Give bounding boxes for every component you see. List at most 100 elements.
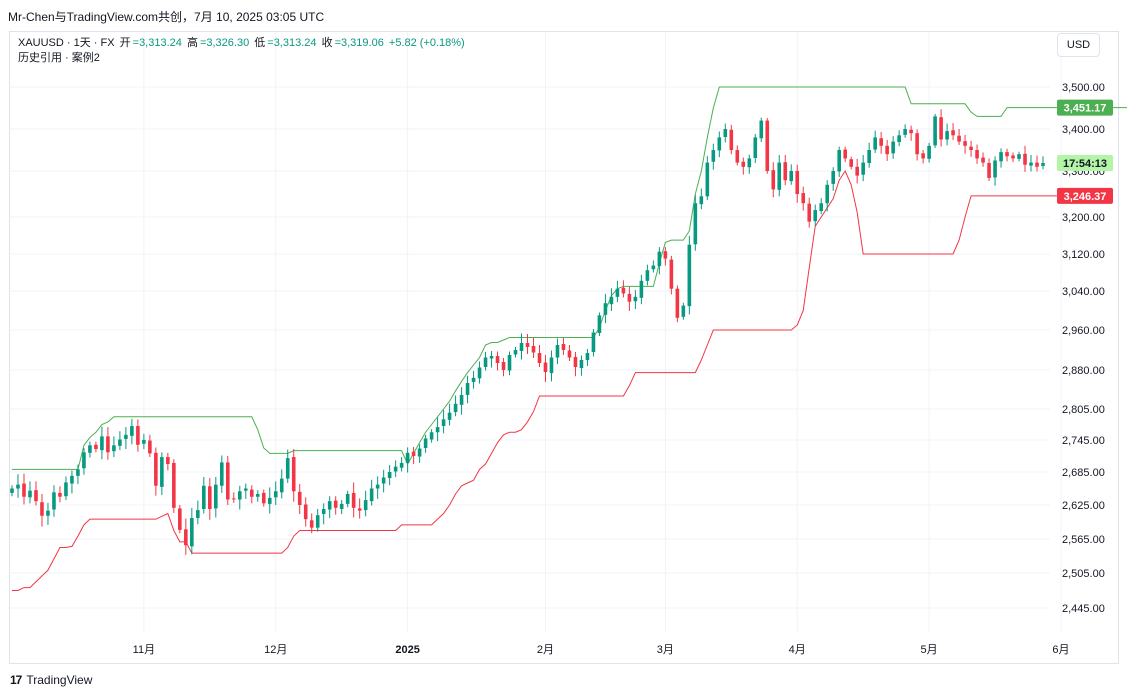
candle-body [76, 469, 80, 476]
candle-body [124, 434, 128, 439]
candle-body [699, 196, 704, 205]
candle-body [148, 440, 152, 454]
candle-body [639, 280, 644, 298]
candle-body [34, 490, 38, 502]
candle-body [819, 203, 824, 212]
x-tick-label: 2月 [537, 644, 554, 656]
candle-body [663, 251, 668, 259]
candle-body [333, 500, 338, 508]
candle-body [225, 462, 230, 500]
candle-body [507, 355, 512, 371]
candle-body [219, 462, 224, 486]
candle-body [573, 357, 578, 367]
candle-body [525, 343, 530, 347]
y-tick-label: 3,120.00 [1062, 249, 1105, 261]
y-axis: 3,500.003,400.003,300.003,200.003,120.00… [1062, 82, 1105, 615]
candle-body [142, 440, 146, 444]
candle-body [303, 504, 308, 520]
candle-body [585, 353, 590, 360]
countdown-badge: 17:54:13 [1063, 158, 1107, 170]
x-tick-label: 5月 [921, 644, 938, 656]
symbol-name[interactable]: XAUUSD · 1天 · FX [18, 37, 115, 49]
candle-body [951, 130, 955, 136]
candle-body [567, 350, 572, 358]
candle-body [435, 427, 440, 433]
candle-body [64, 482, 68, 497]
candle-body [214, 484, 218, 509]
high-value: =3,326.30 [199, 37, 250, 49]
candle-body [597, 315, 602, 333]
candle-body [291, 457, 296, 492]
candle-body [915, 133, 919, 155]
candle-body [891, 141, 895, 154]
candle-body [273, 491, 278, 498]
candle-body [405, 452, 410, 463]
candle-body [765, 120, 770, 171]
candle-body [429, 432, 434, 440]
candle-body [489, 356, 494, 359]
candle-body [969, 146, 973, 150]
candle-body [285, 458, 290, 479]
indicator-name[interactable]: 历史引用 · 案例2 [18, 52, 100, 64]
y-tick-label: 2,565.00 [1062, 534, 1105, 546]
upper-band-badge-bg [1057, 99, 1113, 116]
upper-band-line [12, 86, 1127, 470]
y-tick-label: 3,400.00 [1062, 124, 1105, 136]
candle-body [981, 157, 985, 163]
candle-body [40, 502, 44, 516]
candle-body [94, 444, 98, 450]
candle-body [327, 501, 332, 510]
close-label: 收 [321, 37, 333, 49]
candle-body [735, 150, 740, 163]
candle-body [249, 489, 254, 497]
y-tick-label: 2,505.00 [1062, 568, 1105, 580]
tradingview-logo-icon[interactable]: 17 [10, 673, 22, 687]
candle-body [118, 439, 122, 446]
candle-body [453, 403, 458, 413]
candle-body [987, 163, 991, 178]
candle-body [909, 129, 913, 134]
candle-body [609, 296, 614, 305]
tradingview-brand[interactable]: TradingView [26, 673, 93, 687]
y-tick-label: 3,200.00 [1062, 212, 1105, 224]
candle-body [693, 203, 698, 245]
candle-body [112, 445, 116, 452]
candle-body [747, 158, 752, 168]
currency-button[interactable]: USD [1057, 33, 1100, 57]
candle-body [261, 492, 266, 504]
candle-body [795, 171, 800, 194]
y-tick-label: 2,745.00 [1062, 435, 1105, 447]
x-tick-label: 2025 [395, 644, 419, 656]
candle-body [729, 129, 734, 150]
candle-body [849, 159, 853, 167]
candle-body [963, 141, 967, 146]
candle-body [771, 170, 776, 190]
candle-body [459, 394, 464, 405]
candle-body [897, 135, 901, 143]
candle-body [130, 426, 134, 436]
candle-body [154, 452, 158, 486]
upper-band-path [12, 86, 1127, 470]
candle-body [957, 135, 961, 142]
x-tick-label: 11月 [133, 644, 155, 656]
x-axis: 11月12月20252月3月4月5月6月7月 [133, 644, 1070, 656]
chart-pane[interactable] [9, 31, 1119, 664]
candle-body [190, 518, 194, 547]
x-tick-label: 3月 [657, 644, 674, 656]
candle-body [723, 129, 728, 137]
candle-body [645, 270, 650, 281]
x-tick-label: 12月 [264, 644, 287, 656]
candle-body [28, 490, 32, 498]
candle-body [1023, 153, 1027, 165]
low-value: =3,313.24 [267, 37, 317, 49]
candle-body [861, 162, 865, 175]
candle-body [136, 426, 140, 445]
candle-body [603, 303, 608, 315]
candle-body [70, 475, 74, 484]
open-label: 开 [119, 37, 131, 49]
candle-body [184, 529, 188, 546]
candle-body [975, 150, 979, 159]
candle-body [939, 117, 943, 140]
candle-body [423, 438, 428, 448]
